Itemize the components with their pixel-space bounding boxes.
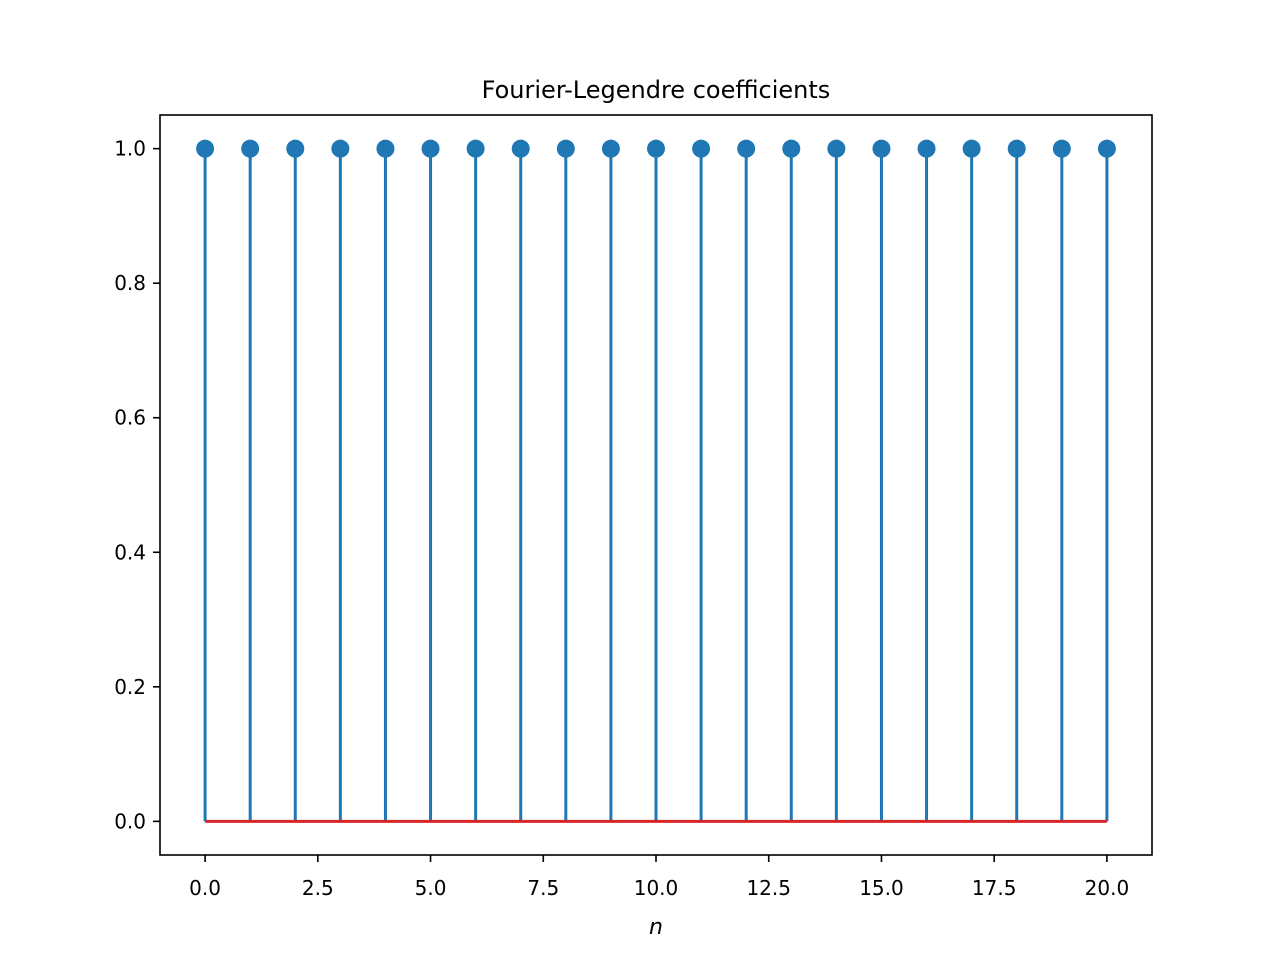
stem-marker [601,139,620,158]
stem-marker [1097,139,1116,158]
y-tick-label: 0.8 [114,271,146,295]
stem-marker [1052,139,1071,158]
stem-marker [1007,139,1026,158]
x-tick-label: 15.0 [859,876,904,900]
stem-marker [466,139,485,158]
x-tick-label: 5.0 [415,876,447,900]
stem-marker [782,139,801,158]
stem-marker [376,139,395,158]
stem-marker [511,139,530,158]
x-axis-label: n [649,915,663,940]
stem-series [196,139,1116,823]
y-tick-label: 0.0 [114,809,146,833]
x-tick-label: 10.0 [634,876,679,900]
y-tick-label: 0.6 [114,406,146,430]
x-tick-label: 0.0 [189,876,221,900]
stem-marker [737,139,756,158]
x-tick-label: 20.0 [1085,876,1130,900]
stem-marker [196,139,215,158]
x-tick-label: 17.5 [972,876,1017,900]
stem-marker [962,139,981,158]
y-tick-label: 0.2 [114,675,146,699]
chart-title: Fourier-Legendre coefficients [482,76,831,104]
stem-marker [827,139,846,158]
x-axis-ticks: 0.0 2.5 5.0 7.5 10.0 12.5 15.0 17.5 20.0 [189,855,1129,900]
stem-marker [241,139,260,158]
stem-marker [286,139,305,158]
x-tick-label: 12.5 [746,876,791,900]
y-tick-label: 1.0 [114,137,146,161]
stem-marker [331,139,350,158]
stem-marker [692,139,711,158]
stem-marker [647,139,665,158]
x-tick-label: 2.5 [302,876,334,900]
stem-marker [917,139,936,158]
y-tick-label: 0.4 [114,540,146,564]
stem-marker [556,139,575,158]
x-tick-label: 7.5 [527,876,559,900]
y-axis-ticks: 0.0 0.2 0.4 0.6 0.8 1.0 [114,137,160,833]
stem-marker [872,139,891,158]
stem-marker [421,139,440,158]
